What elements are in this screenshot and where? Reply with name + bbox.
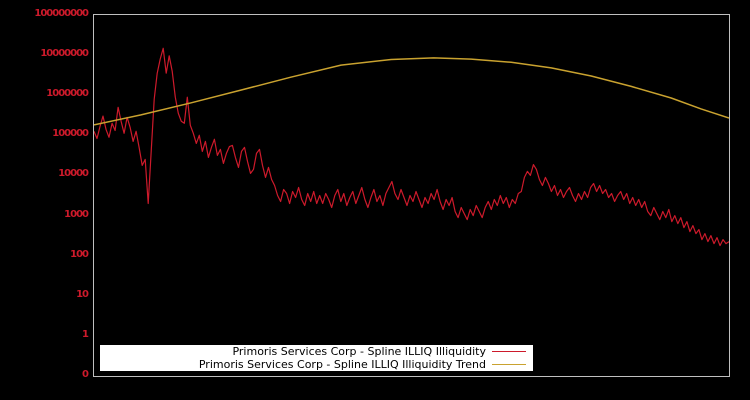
legend-label-illiq: Primoris Services Corp - Spline ILLIQ Il… <box>232 345 486 358</box>
legend-swatch-trend <box>492 364 526 365</box>
legend: Primoris Services Corp - Spline ILLIQ Il… <box>100 345 533 371</box>
y-tick-label: 100000000 <box>34 8 89 19</box>
y-tick-label: 10000 <box>58 168 89 180</box>
series-illiq-line <box>94 47 729 247</box>
legend-swatch-illiq <box>492 351 526 352</box>
y-axis-tick-labels: 100000000 10000000 1000000 100000 10000 1000 1… <box>0 0 89 400</box>
y-tick-label: 10 <box>76 288 89 300</box>
plot-area: Primoris Services Corp - Spline ILLIQ Il… <box>93 14 730 377</box>
legend-label-trend: Primoris Services Corp - Spline ILLIQ Il… <box>198 358 486 371</box>
series-trend-line <box>94 57 729 126</box>
y-tick-label: 100000 <box>52 128 89 140</box>
y-tick-label: 0 <box>82 369 89 380</box>
legend-item-trend: Primoris Services Corp - Spline ILLIQ Il… <box>100 358 533 371</box>
y-tick-label: 10000000 <box>40 48 89 60</box>
chart-svg <box>94 47 729 247</box>
legend-item-illiq: Primoris Services Corp - Spline ILLIQ Il… <box>100 345 533 358</box>
y-tick-label: 1000 <box>64 208 89 220</box>
y-tick-label: 1000000 <box>46 88 89 100</box>
y-tick-label: 1 <box>82 328 89 340</box>
y-tick-label: 100 <box>70 248 89 260</box>
